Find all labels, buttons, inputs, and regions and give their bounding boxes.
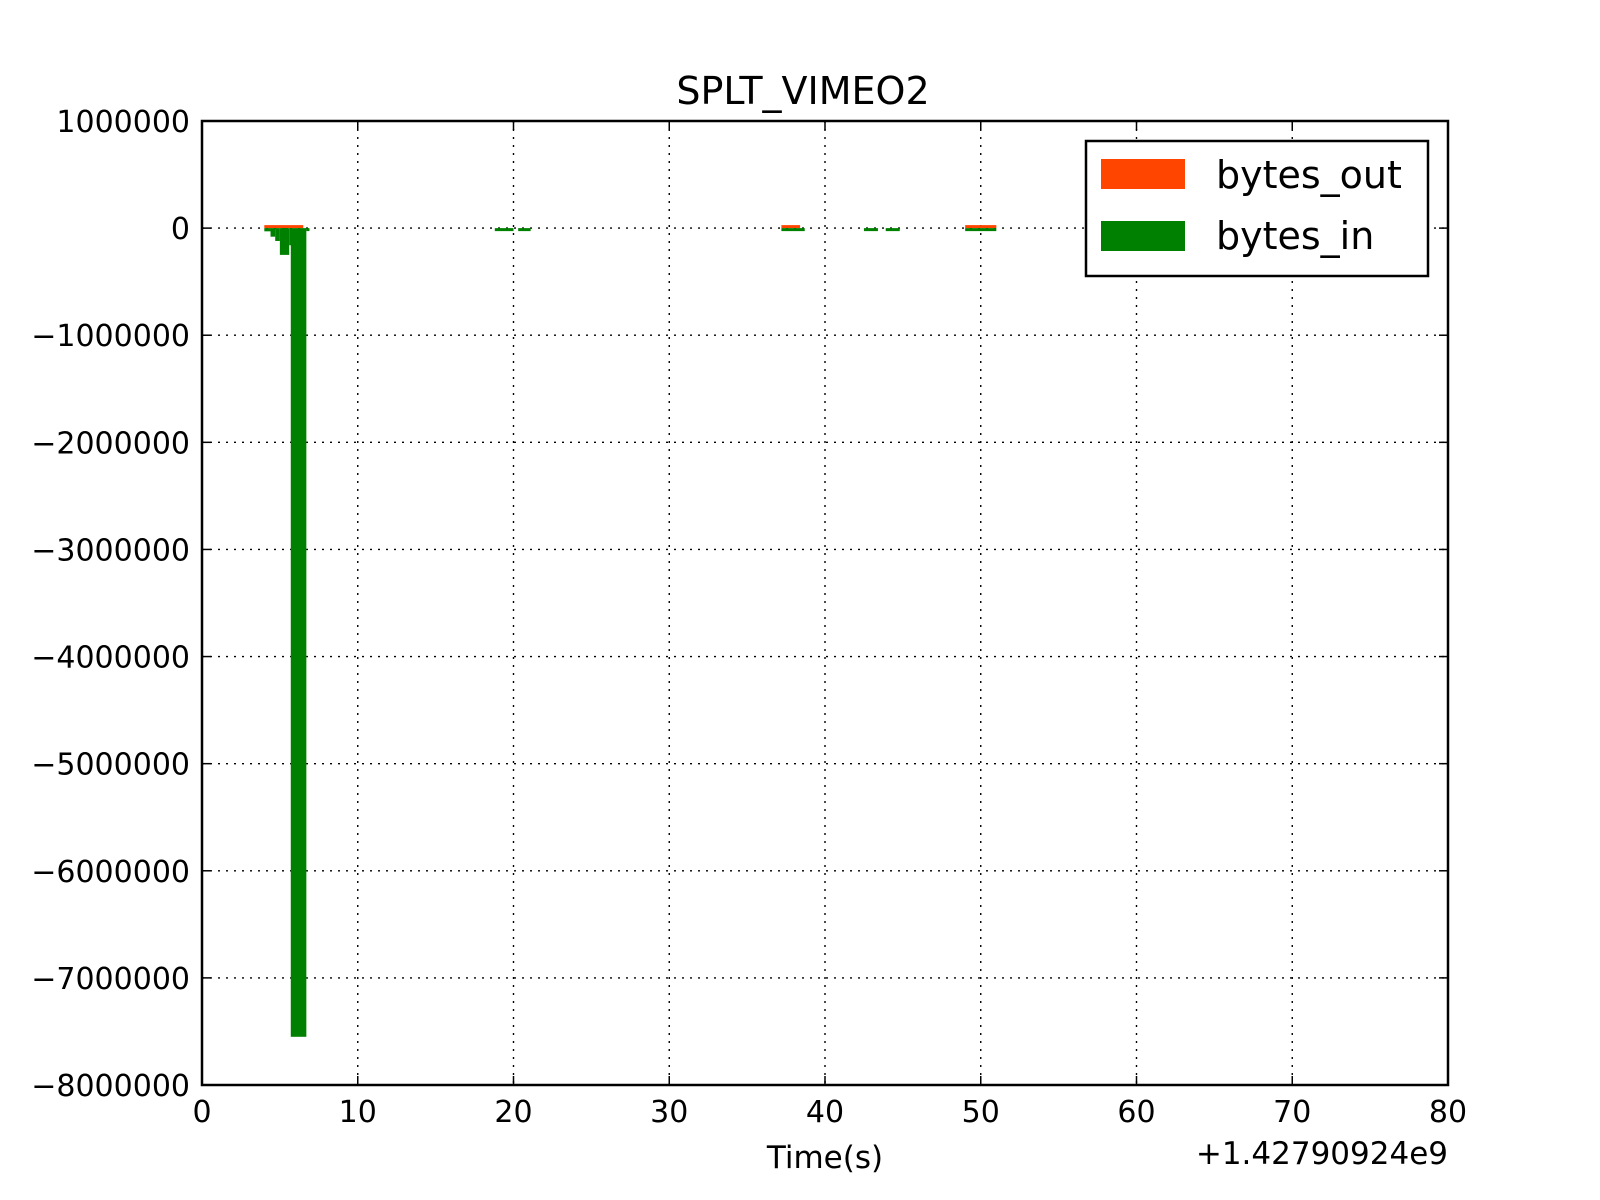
bar-bytes-in	[781, 228, 805, 232]
bar-bytes-in	[264, 228, 271, 232]
x-tick-label: 60	[1117, 1095, 1155, 1130]
bar-bytes-in	[282, 228, 288, 236]
y-tick-label: −7000000	[31, 962, 190, 997]
bar-bytes-in	[965, 228, 997, 232]
bar-bytes-in	[885, 228, 900, 232]
bar-bytes-out	[781, 225, 801, 229]
y-tick-label: 1000000	[56, 105, 190, 140]
legend-label-bytes-in: bytes_in	[1216, 214, 1374, 258]
x-tick-label: 10	[339, 1095, 377, 1130]
y-tick-label: −3000000	[31, 533, 190, 568]
y-tick-label: −6000000	[31, 855, 190, 890]
legend-swatch-bytes-out	[1101, 159, 1185, 189]
x-tick-label: 40	[806, 1095, 844, 1130]
axis-ticks: 0 10 20 30 40 50 60 70 80 1000000 0 −1000000 −200000…	[31, 105, 1467, 1130]
x-tick-label: 20	[494, 1095, 532, 1130]
y-tick-label: −8000000	[31, 1069, 190, 1104]
y-tick-label: −4000000	[31, 641, 190, 676]
bar-bytes-in	[270, 228, 276, 237]
x-axis-offset-label: +1.42790924e9	[1196, 1136, 1448, 1172]
bar-bytes-in	[289, 228, 292, 246]
x-tick-label: 70	[1273, 1095, 1311, 1130]
chart-title: SPLT_VIMEO2	[676, 69, 929, 113]
bar-bytes-in	[275, 228, 280, 241]
x-axis-label: Time(s)	[766, 1140, 883, 1176]
x-tick-label: 50	[962, 1095, 1000, 1130]
grid-lines	[202, 121, 1448, 1085]
y-tick-label: −5000000	[31, 748, 190, 783]
legend-swatch-bytes-in	[1101, 221, 1185, 251]
legend: bytes_out bytes_in	[1084, 139, 1430, 278]
y-tick-label: 0	[171, 212, 190, 247]
y-tick-label: −1000000	[31, 319, 190, 354]
bar-bytes-in	[518, 228, 531, 232]
x-tick-label: 30	[650, 1095, 688, 1130]
bar-bytes-in	[306, 228, 310, 232]
bar-bytes-out	[264, 225, 304, 229]
y-tick-label: −2000000	[31, 426, 190, 461]
bars	[264, 225, 997, 1037]
bar-bytes-out	[965, 225, 997, 229]
bar-bytes-in	[494, 228, 514, 232]
x-tick-label: 0	[192, 1095, 211, 1130]
bar-bytes-in	[290, 228, 307, 1037]
bar-bytes-in	[863, 228, 878, 232]
legend-label-bytes-out: bytes_out	[1216, 153, 1402, 197]
x-tick-label: 80	[1429, 1095, 1467, 1130]
